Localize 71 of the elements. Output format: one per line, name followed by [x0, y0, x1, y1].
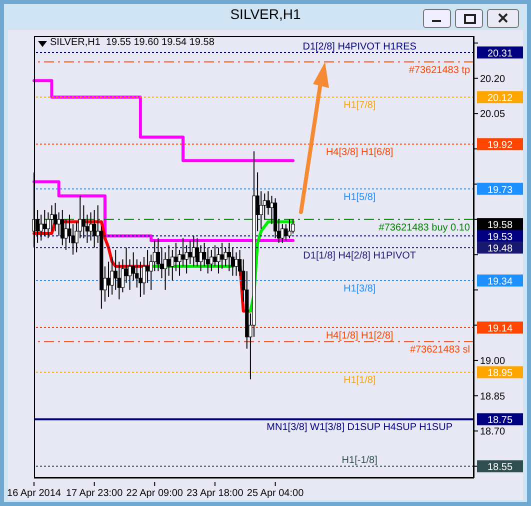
y2-tick-label: 19.14: [487, 324, 513, 335]
candlestick: [198, 244, 203, 272]
chart-subtitle: SILVER,H1 19.55 19.60 19.54 19.58: [50, 37, 214, 48]
candlestick: [88, 212, 93, 242]
candlestick: [53, 202, 58, 232]
candlestick: [106, 261, 110, 298]
y2-tick-label: 19.73: [487, 184, 513, 196]
candlestick: [60, 209, 64, 246]
x-tick-label: 16 Apr 2014: [7, 488, 62, 499]
candlestick: [82, 204, 86, 239]
y-tick-label: 19.00: [480, 356, 506, 367]
candlestick: [284, 224, 288, 242]
x-tick-label: 22 Apr 09:00: [126, 488, 184, 499]
y-tick-label: 20.05: [480, 109, 506, 120]
candlestick: [39, 214, 43, 242]
ref-line-label: H1[3/8]: [343, 284, 376, 295]
candlestick: [213, 244, 217, 267]
candlestick: [167, 244, 171, 276]
candlestick: [230, 247, 235, 276]
ref-line-label: MN1[3/8] W1[3/8] D1SUP H4SUP H1SUP: [266, 422, 453, 434]
candlestick: [234, 252, 238, 276]
candlestick: [192, 235, 196, 267]
candlestick: [42, 209, 46, 236]
y-tick-label: 18.85: [480, 391, 506, 402]
x-tick-label: 23 Apr 18:00: [186, 488, 244, 499]
candlestick: [210, 249, 214, 272]
chart-title: SILVER,H1: [229, 6, 302, 22]
ref-line-label: H4[3/8] H1[6/8]: [326, 147, 394, 158]
candlestick: [146, 249, 150, 284]
ref-line-label: H1[-1/8]: [342, 455, 378, 466]
ref-line-label: H1[1/8]: [343, 375, 376, 386]
ref-line-label: D1[1/8] H4[2/8] H1PIVOT: [303, 250, 416, 262]
candlestick: [280, 224, 284, 244]
x-tick-label: 25 Apr 04:00: [246, 488, 304, 499]
candlestick: [216, 247, 220, 274]
y2-tick-label: 18.75: [487, 415, 513, 426]
ref-line-label: #73621483 sl: [410, 344, 470, 356]
candlestick: [36, 209, 40, 244]
y2-tick-label: 19.58: [487, 220, 513, 232]
ref-line-label: #73621483 tp: [408, 64, 470, 76]
y2-tick-label: 20.12: [487, 93, 513, 104]
y2-tick-label: 18.55: [487, 462, 513, 474]
y2-tick-label: 20.31: [487, 48, 513, 60]
ref-line-label: H1[7/8]: [343, 100, 376, 112]
candlestick: [291, 218, 295, 234]
candlestick: [224, 247, 228, 267]
candlestick: [181, 238, 185, 267]
candlestick: [64, 218, 68, 250]
candlestick: [57, 212, 61, 236]
x-tick-label: 17 Apr 23:00: [66, 488, 124, 499]
y-tick-label: 20.20: [480, 74, 506, 85]
candlestick: [188, 240, 192, 265]
candlestick: [220, 242, 224, 270]
y2-tick-label: 19.53: [487, 232, 513, 243]
candlestick: [206, 247, 210, 274]
candlestick: [174, 242, 178, 272]
candlestick: [92, 209, 96, 248]
candlestick: [195, 238, 200, 267]
y2-tick-label: 19.48: [487, 244, 513, 255]
y2-tick-label: 18.95: [487, 368, 513, 380]
y2-tick-label: 19.92: [487, 140, 513, 152]
ref-line-label: H4[1/8] H1[2/8]: [326, 330, 394, 342]
ref-line-label: D1[2/8] H4PIVOT H1RES: [302, 41, 417, 52]
candlestick: [259, 190, 263, 230]
candlestick: [227, 242, 231, 272]
candlestick: [288, 218, 292, 239]
candlestick: [138, 261, 142, 298]
y-tick-label: 18.70: [480, 426, 506, 438]
ref-line-label: #73621483 buy 0.10: [378, 222, 470, 234]
y2-tick-label: 19.34: [487, 276, 513, 288]
ref-line-label: H1[5/8]: [343, 192, 376, 203]
